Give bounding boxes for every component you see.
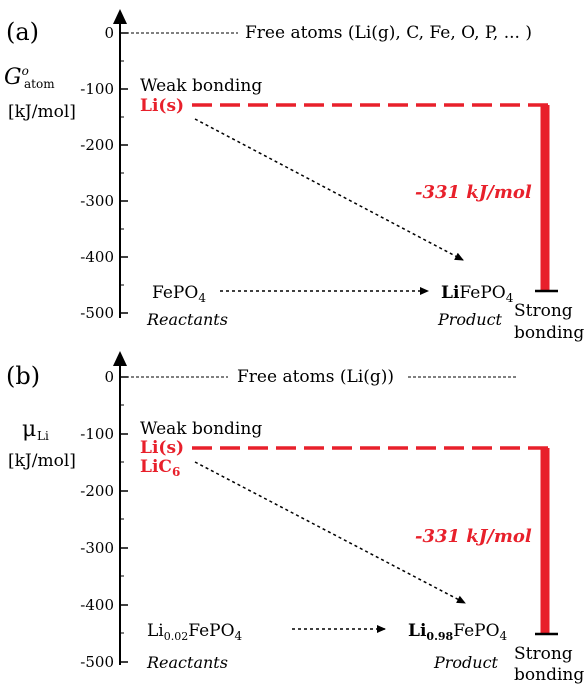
panel-b-ticks: [120, 376, 128, 663]
panel-a-strong-2: bonding: [514, 323, 584, 343]
panel-a-tick-0: 0: [104, 24, 114, 42]
panel-a-tick-300: -300: [80, 192, 114, 210]
panel-a-energy-label: -331 kJ/mol: [415, 182, 532, 203]
panel-a-ylabel-unit: [kJ/mol]: [8, 102, 76, 122]
panel-b-ylabel-sub: Li: [37, 429, 49, 443]
panel-b-diagonal-arrow: [194, 461, 466, 604]
panel-a-tick-100: -100: [80, 80, 114, 98]
panel-b-ylabel-unit: [kJ/mol]: [8, 451, 76, 471]
panel-b-tick-100: -100: [80, 425, 114, 443]
panel-b-ylabel: μ: [22, 417, 36, 442]
panel-b-strong-1: Strong: [514, 644, 573, 664]
panel-a-reactants-caption: Reactants: [146, 310, 228, 329]
panel-a-ylabel: Go: [4, 64, 29, 90]
panel-b-lic6: LiC6: [140, 457, 180, 479]
panel-a-product-caption: Product: [437, 310, 503, 329]
panel-b-tick-0: 0: [104, 368, 114, 386]
panel-a-tick-200: -200: [80, 136, 114, 154]
panel-b-reactant: Li0.02FePO4: [147, 621, 243, 643]
panel-a-li-s: Li(s): [140, 96, 184, 116]
panel-a: (a) Go atom [kJ/mol] 0 -100: [4, 9, 584, 343]
panel-a-ylabel-sub: atom: [24, 77, 55, 91]
panel-b-tick-300: -300: [80, 539, 114, 557]
panel-b-tick-200: -200: [80, 482, 114, 500]
panel-b-product-caption: Product: [433, 653, 499, 672]
panel-a-diagonal-arrow: [194, 118, 464, 261]
panel-a-free-atoms-label: Free atoms (Li(g), C, Fe, O, P, ... ): [245, 23, 532, 43]
panel-a-reactant: FePO4: [152, 283, 206, 305]
panel-a-strong-1: Strong: [514, 301, 573, 321]
panel-b-product: Li0.98FePO4: [408, 621, 508, 643]
panel-a-product: LiFePO4: [441, 283, 514, 305]
panel-b-tick-400: -400: [80, 596, 114, 614]
panel-b-axis-arrow: [113, 351, 127, 366]
panel-b-tick-500: -500: [80, 653, 114, 671]
panel-b: (b) μ Li [kJ/mol] 0 -100 -200 -300: [6, 351, 584, 685]
panel-a-tick-400: -400: [80, 248, 114, 266]
panel-a-weak-bonding: Weak bonding: [140, 76, 262, 96]
panel-b-strong-2: bonding: [514, 665, 584, 685]
panel-b-minor-ticks: [120, 404, 124, 634]
panel-b-li-s: Li(s): [140, 438, 184, 458]
panel-a-tick-500: -500: [80, 304, 114, 322]
panel-b-label: (b): [6, 362, 40, 390]
panel-b-energy-label: -331 kJ/mol: [415, 526, 532, 547]
panel-b-weak-bonding: Weak bonding: [140, 419, 262, 439]
panel-b-reactants-caption: Reactants: [146, 653, 228, 672]
panel-a-label: (a): [6, 18, 39, 46]
panel-a-ticks: [120, 32, 128, 314]
panel-b-free-atoms-label: Free atoms (Li(g)): [237, 367, 394, 387]
panel-a-minor-ticks: [120, 60, 124, 286]
panel-a-axis-arrow: [113, 9, 127, 24]
